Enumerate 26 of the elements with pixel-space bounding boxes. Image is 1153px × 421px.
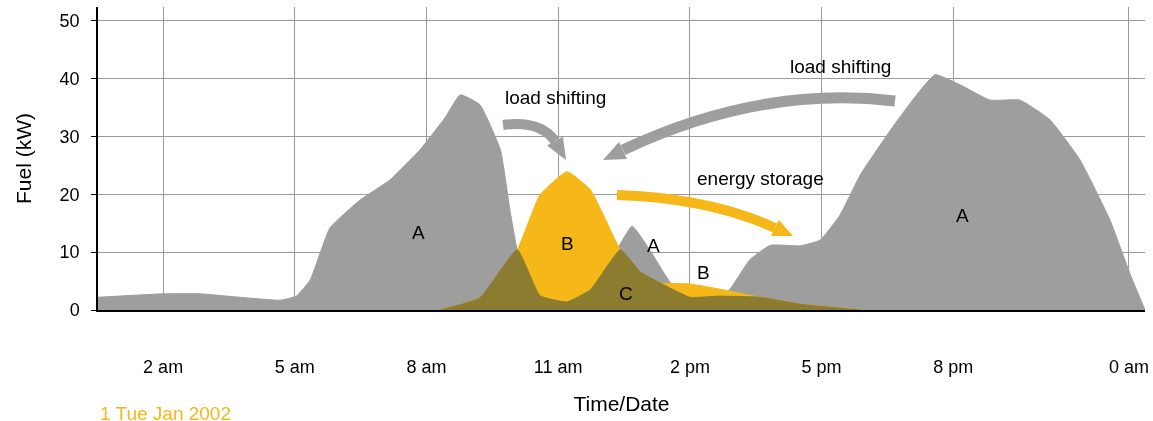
y-tick-label: 20 <box>59 184 80 205</box>
x-tick-label: 11 am <box>533 357 583 378</box>
y-tick-label: 30 <box>59 126 80 147</box>
annotation: load shifting <box>790 56 892 77</box>
annotation: A <box>412 222 425 243</box>
y-tick-label: 10 <box>59 242 80 263</box>
annotation: A <box>956 205 969 226</box>
x-tick-label: 8 pm <box>933 357 974 378</box>
x-tick-label: 2 am <box>143 357 184 378</box>
y-axis-title: Fuel (kW) <box>12 113 36 204</box>
annotation: B <box>561 233 574 254</box>
x-tick-label: 5 pm <box>801 357 842 378</box>
annotation: energy storage <box>697 168 824 189</box>
annotation: A <box>647 235 660 256</box>
y-tick-label: 40 <box>59 69 80 89</box>
text: 1 Tue Jan 2002 <box>100 403 231 421</box>
y-tick-label: 0 <box>69 300 80 321</box>
x-tick-label: 0 am <box>1108 357 1149 378</box>
x-axis-title: Time/Date <box>573 392 670 416</box>
x-tick-label: 5 am <box>274 357 315 378</box>
x-tick-label: 8 am <box>406 357 447 378</box>
annotation: B <box>697 262 710 283</box>
annotation: C <box>619 283 633 304</box>
x-tick-label: 2 pm <box>669 357 710 378</box>
annotation: load shifting <box>505 87 607 108</box>
y-tick-label: 50 <box>59 11 80 32</box>
